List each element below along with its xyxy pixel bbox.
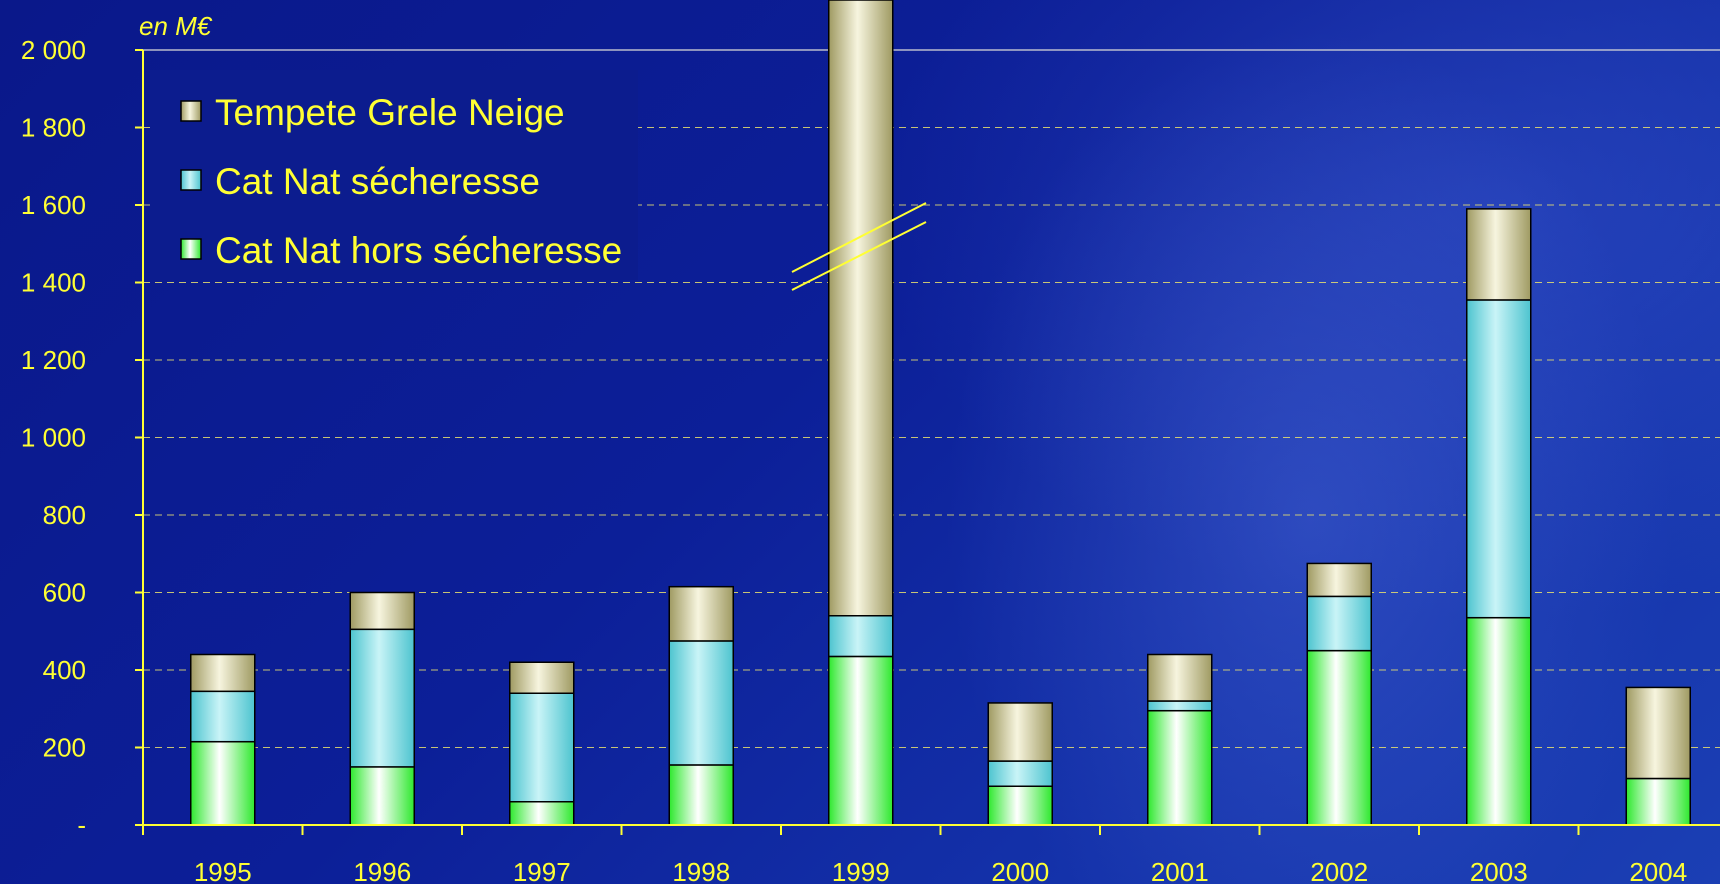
- y-tick-label: -: [77, 810, 86, 840]
- bar-segment: [828, 0, 894, 617]
- y-tick-label: 1 000: [21, 423, 86, 453]
- bar-segment: [1147, 700, 1213, 712]
- bar-segment: [349, 766, 415, 826]
- y-tick-label: 1 600: [21, 190, 86, 220]
- bar-segment: [349, 591, 415, 631]
- bar-segment: [349, 628, 415, 768]
- bar-segment: [1625, 686, 1691, 780]
- y-tick-label: 400: [43, 655, 86, 685]
- x-tick-label: 2002: [1310, 857, 1368, 884]
- bar-segment: [828, 655, 894, 826]
- x-tick-label: 1999: [832, 857, 890, 884]
- legend-swatch: [180, 238, 202, 260]
- bar-segment: [1625, 777, 1691, 826]
- bar-segment: [668, 764, 734, 826]
- bar-segment: [987, 785, 1053, 826]
- bar-segment: [1466, 299, 1532, 619]
- bar-segment: [1466, 208, 1532, 301]
- legend-swatch: [180, 169, 202, 191]
- bar-segment: [1147, 709, 1213, 826]
- break-line: [791, 202, 927, 273]
- axes: [135, 49, 1720, 835]
- axis-break-marker: [791, 202, 927, 291]
- break-line: [791, 221, 927, 291]
- bar-segment: [668, 640, 734, 766]
- x-tick-label: 1997: [513, 857, 571, 884]
- x-tick-label: 1998: [672, 857, 730, 884]
- bar-segment: [828, 615, 894, 658]
- bar-segment: [987, 760, 1053, 787]
- tick-labels: - 200 400 600 800 1 000 1 200 1 400 1 600 1 800 2 …: [21, 35, 1687, 884]
- bar-segment: [1466, 616, 1532, 826]
- bars: [190, 0, 1691, 826]
- y-tick-label: 1 400: [21, 268, 86, 298]
- bar-segment: [190, 740, 256, 826]
- legend-label: Tempete Grele Neige: [215, 92, 565, 133]
- bar-segment: [1306, 562, 1372, 598]
- y-tick-label: 800: [43, 500, 86, 530]
- legend-swatch: [180, 100, 202, 122]
- gridlines: [143, 49, 1720, 748]
- legend-label: Cat Nat sécheresse: [215, 161, 540, 202]
- y-tick-label: 600: [43, 578, 86, 608]
- x-tick-label: 2001: [1151, 857, 1209, 884]
- bar-segment: [190, 690, 256, 743]
- x-tick-label: 1995: [194, 857, 252, 884]
- y-tick-label: 2 000: [21, 35, 86, 65]
- unit-label: en M€: [139, 11, 213, 41]
- bar-segment: [987, 702, 1053, 762]
- y-tick-label: 1 800: [21, 113, 86, 143]
- bar-segment: [1306, 595, 1372, 652]
- bar-segment: [509, 661, 575, 694]
- bar-segment: [509, 801, 575, 826]
- x-tick-label: 2004: [1629, 857, 1687, 884]
- x-tick-label: 2003: [1470, 857, 1528, 884]
- y-tick-label: 200: [43, 733, 86, 763]
- bar-segment: [190, 653, 256, 693]
- bar-segment: [1306, 649, 1372, 826]
- x-tick-label: 2000: [991, 857, 1049, 884]
- x-tick-label: 1996: [353, 857, 411, 884]
- legend-background: [150, 70, 638, 280]
- legend: Tempete Grele Neige Cat Nat sécheresse Cat…: [150, 70, 638, 280]
- bar-segment: [509, 692, 575, 803]
- bar-segment: [668, 585, 734, 642]
- legend-label: Cat Nat hors sécheresse: [215, 230, 622, 271]
- y-tick-label: 1 200: [21, 345, 86, 375]
- bar-segment: [1147, 653, 1213, 702]
